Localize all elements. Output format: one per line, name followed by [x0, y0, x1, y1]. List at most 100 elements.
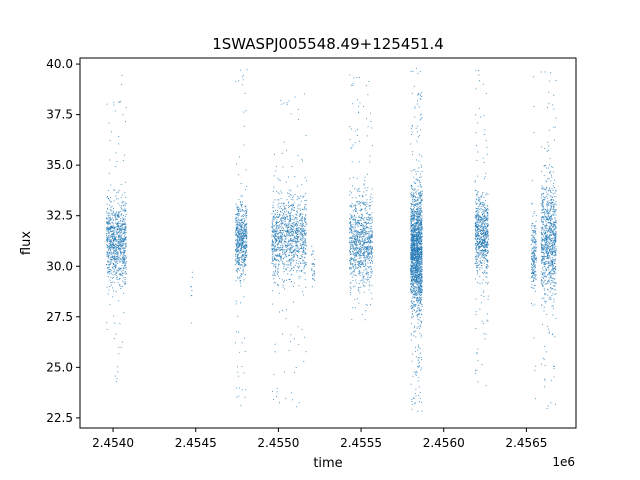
data-point [115, 259, 116, 260]
data-point [237, 316, 238, 317]
data-point [299, 261, 300, 262]
data-point [125, 263, 126, 264]
data-point [358, 287, 359, 288]
data-point [418, 94, 419, 95]
data-point [363, 202, 364, 203]
data-point [413, 204, 414, 205]
data-point [245, 215, 246, 216]
data-point [306, 264, 307, 265]
data-point [363, 260, 364, 261]
data-point [118, 215, 119, 216]
data-point [116, 272, 117, 273]
data-point [235, 239, 236, 240]
data-point [125, 234, 126, 235]
data-point [413, 294, 414, 295]
data-point [356, 231, 357, 232]
data-point [279, 264, 280, 265]
data-point [108, 276, 109, 277]
data-point [418, 213, 419, 214]
data-point [303, 268, 304, 269]
data-point [414, 272, 415, 273]
data-point [367, 242, 368, 243]
data-point [117, 247, 118, 248]
data-point [275, 233, 276, 234]
data-point [284, 249, 285, 250]
data-point [355, 142, 356, 143]
data-point [418, 294, 419, 295]
data-point [365, 260, 366, 261]
data-point [311, 246, 312, 247]
data-point [301, 184, 302, 185]
data-point [363, 264, 364, 265]
data-point [297, 206, 298, 207]
data-point [362, 233, 363, 234]
data-point [240, 253, 241, 254]
data-point [356, 211, 357, 212]
data-point [420, 236, 421, 237]
data-point [416, 356, 417, 357]
data-point [107, 236, 108, 237]
data-point [297, 255, 298, 256]
data-point [297, 208, 298, 209]
data-point [123, 205, 124, 206]
data-point [246, 245, 247, 246]
data-point [416, 203, 417, 204]
data-point [112, 235, 113, 236]
data-point [119, 257, 120, 258]
data-point [414, 278, 415, 279]
data-point [123, 262, 124, 263]
data-point [278, 227, 279, 228]
data-point [243, 256, 244, 257]
data-point [370, 262, 371, 263]
data-point [115, 110, 116, 111]
data-point [278, 242, 279, 243]
data-point [124, 282, 125, 283]
data-point [282, 215, 283, 216]
data-point [109, 200, 110, 201]
data-point [360, 267, 361, 268]
data-point [282, 230, 283, 231]
data-point [245, 264, 246, 265]
data-point [125, 182, 126, 183]
data-point [418, 167, 419, 168]
data-point [107, 228, 108, 229]
data-point [353, 210, 354, 211]
data-point [419, 299, 420, 300]
data-point [417, 234, 418, 235]
data-point [276, 217, 277, 218]
data-point [107, 209, 108, 210]
data-point [303, 294, 304, 295]
data-point [350, 226, 351, 227]
data-point [351, 229, 352, 230]
data-point [303, 263, 304, 264]
data-point [281, 192, 282, 193]
data-point [106, 322, 107, 323]
data-point [411, 239, 412, 240]
data-point [294, 210, 295, 211]
data-point [414, 237, 415, 238]
data-point [242, 204, 243, 205]
data-point [297, 212, 298, 213]
data-point [349, 178, 350, 179]
data-point [351, 231, 352, 232]
data-point [278, 225, 279, 226]
data-point [417, 288, 418, 289]
data-point [242, 232, 243, 233]
data-point [242, 257, 243, 258]
data-point [237, 226, 238, 227]
data-point [125, 202, 126, 203]
data-point [119, 260, 120, 261]
data-point [415, 330, 416, 331]
data-point [244, 236, 245, 237]
data-point [420, 283, 421, 284]
data-point [124, 220, 125, 221]
data-point [412, 197, 413, 198]
data-point [292, 197, 293, 198]
data-point [359, 232, 360, 233]
data-point [351, 268, 352, 269]
data-point [243, 238, 244, 239]
data-point [113, 208, 114, 209]
data-point [355, 307, 356, 308]
data-point [360, 241, 361, 242]
data-point [289, 231, 290, 232]
